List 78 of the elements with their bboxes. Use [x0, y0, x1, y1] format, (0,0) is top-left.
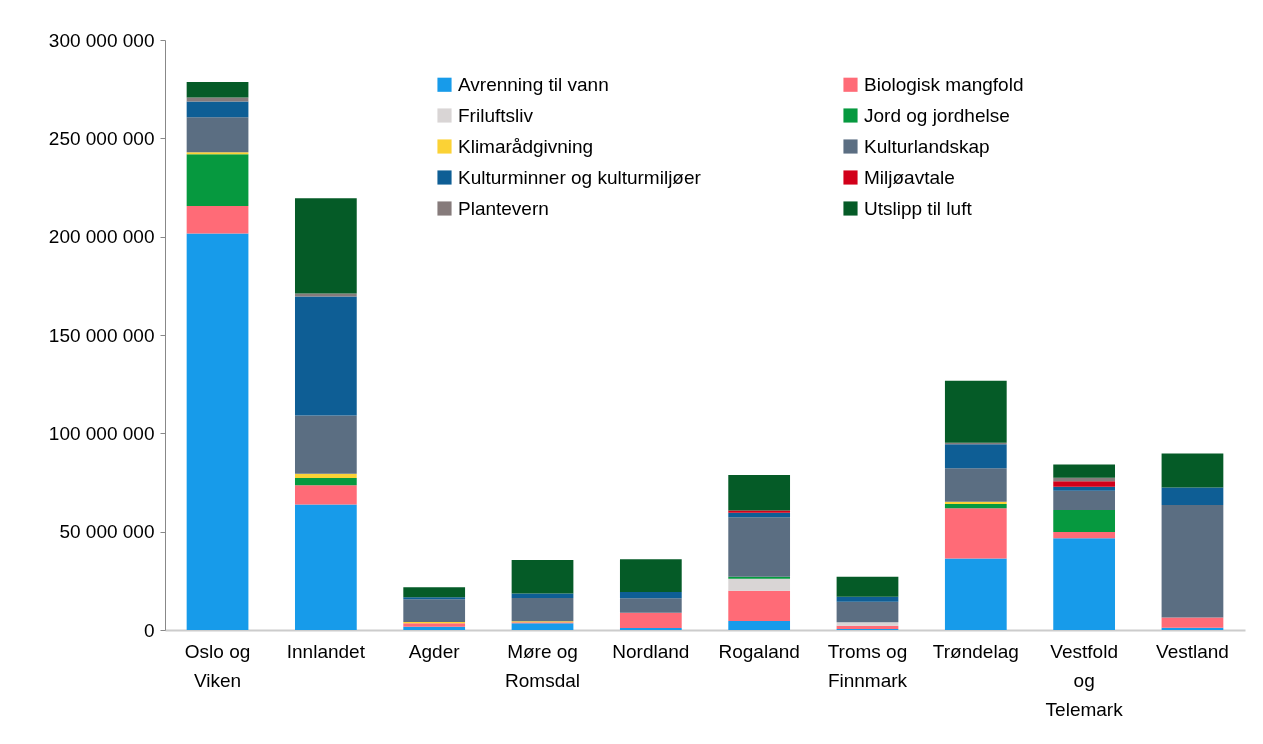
bar [944, 468, 1007, 502]
bar [511, 597, 574, 622]
bar [1053, 490, 1116, 511]
x-tick-label: Vestfold og Telemark [1045, 640, 1124, 720]
bar [186, 82, 249, 98]
bar [511, 623, 574, 630]
bar [1161, 487, 1224, 505]
bar [619, 559, 682, 593]
bar [619, 612, 682, 629]
x-tick-label: Møre og Romsdal [505, 640, 580, 691]
legend-label: Miljøavtale [864, 166, 955, 188]
x-tick-label: Agder [408, 640, 461, 662]
bar [511, 593, 574, 598]
y-tick-label: 200 000 000 [48, 226, 155, 248]
bar [944, 380, 1007, 443]
bar [294, 198, 357, 294]
bar [944, 558, 1007, 630]
bar [294, 473, 357, 478]
bar [186, 233, 249, 630]
bar [403, 599, 466, 622]
x-tick-label: Troms og Finnmark [827, 640, 908, 691]
y-tick-label: 50 000 000 [59, 521, 155, 543]
bar [186, 97, 249, 102]
bar [728, 510, 791, 513]
bar [619, 598, 682, 613]
bar [728, 475, 791, 511]
bar [944, 508, 1007, 559]
bar [186, 154, 249, 206]
x-tick-label: Oslo og Viken [184, 640, 251, 691]
bar [836, 601, 899, 623]
legend-label: Friluftsliv [458, 104, 534, 126]
bar [836, 576, 899, 597]
x-tick-label: Nordland [612, 640, 690, 662]
bar [1161, 617, 1224, 628]
bar [728, 620, 791, 630]
x-tick-label: Trøndelag [932, 640, 1019, 662]
bar [186, 205, 249, 234]
x-tick-label: Vestland [1156, 640, 1229, 662]
bar [1161, 453, 1224, 488]
bar [1053, 538, 1116, 630]
y-tick-label: 100 000 000 [48, 422, 155, 444]
bar [186, 101, 249, 118]
bar [403, 587, 466, 598]
y-tick-label: 250 000 000 [48, 127, 155, 149]
bar [1053, 464, 1116, 478]
y-tick-label: 0 [143, 619, 155, 641]
bar [944, 501, 1007, 504]
bar [511, 559, 574, 594]
bar [1053, 510, 1116, 533]
legend-label: Kulturminner og kulturmiljøer [458, 166, 702, 188]
bar [619, 592, 682, 599]
legend-label: Jord og jordhelse [864, 104, 1010, 126]
bar [294, 477, 357, 486]
bar [728, 590, 791, 621]
legend-label: Klimarådgivning [458, 135, 594, 157]
bar [294, 485, 357, 505]
bar [294, 504, 357, 630]
legend-label: Kulturlandskap [864, 135, 990, 157]
bar [1053, 481, 1116, 487]
bar [944, 503, 1007, 509]
bar [1053, 532, 1116, 539]
bar [186, 117, 249, 153]
bar [1053, 486, 1116, 491]
legend-label: Plantevern [458, 197, 549, 219]
y-tick-label: 150 000 000 [48, 324, 155, 346]
bar [294, 415, 357, 474]
bar [728, 517, 791, 577]
bar [294, 296, 357, 416]
legend-label: Utslipp til luft [864, 197, 973, 219]
bar [836, 596, 899, 602]
bar [728, 578, 791, 591]
x-tick-label: Innlandet [286, 640, 366, 662]
bar [1161, 504, 1224, 618]
x-tick-label: Rogaland [718, 640, 800, 662]
y-tick-label: 300 000 000 [48, 29, 155, 51]
bar [944, 444, 1007, 469]
legend-label: Avrenning til vann [458, 73, 609, 95]
legend-label: Biologisk mangfold [864, 73, 1024, 95]
